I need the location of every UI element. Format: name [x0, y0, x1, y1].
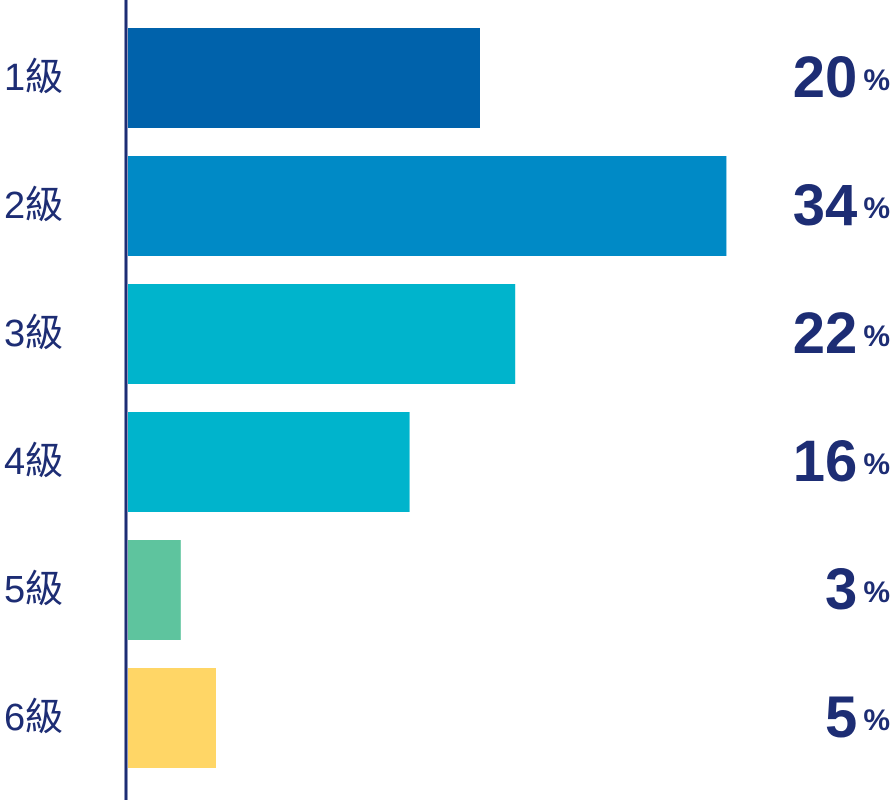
- category-label: 6級: [4, 697, 63, 739]
- bar: [128, 28, 480, 128]
- value-unit: %: [863, 64, 890, 97]
- value-label: 34%: [793, 173, 890, 238]
- value-unit: %: [863, 704, 890, 737]
- category-label: 4級: [4, 441, 63, 483]
- category-label: 3級: [4, 313, 63, 355]
- value-label: 5%: [825, 685, 890, 750]
- value-unit: %: [863, 576, 890, 609]
- bar: [128, 540, 181, 640]
- value-number: 3: [825, 557, 857, 622]
- bar: [128, 156, 727, 256]
- value-unit: %: [863, 448, 890, 481]
- value-number: 5: [825, 685, 857, 750]
- bar: [128, 668, 216, 768]
- value-number: 16: [793, 429, 858, 494]
- value-number: 20: [793, 45, 858, 110]
- value-label: 22%: [793, 301, 890, 366]
- value-label: 16%: [793, 429, 890, 494]
- category-label: 2級: [4, 185, 63, 227]
- value-label: 3%: [825, 557, 890, 622]
- bar: [128, 412, 410, 512]
- bar: [128, 284, 516, 384]
- value-unit: %: [863, 320, 890, 353]
- category-label: 5級: [4, 569, 63, 611]
- value-label: 20%: [793, 45, 890, 110]
- value-unit: %: [863, 192, 890, 225]
- value-number: 34: [793, 173, 858, 238]
- category-label: 1級: [4, 57, 63, 99]
- value-number: 22: [793, 301, 858, 366]
